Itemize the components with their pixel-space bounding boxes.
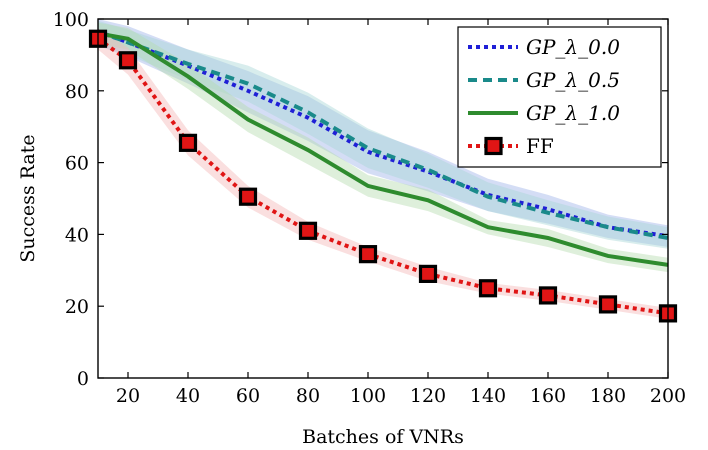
legend-marker xyxy=(484,136,503,156)
data-point xyxy=(478,279,498,298)
legend-label: GP_λ_0.0 xyxy=(526,35,620,59)
x-tick-label: 80 xyxy=(296,385,320,407)
data-point xyxy=(118,51,138,70)
x-tick-label: 140 xyxy=(470,385,506,407)
y-tick-label: 100 xyxy=(53,9,89,31)
x-axis-label: Batches of VNRs xyxy=(302,426,464,448)
legend-label: GP_λ_0.5 xyxy=(526,68,620,92)
y-tick-label: 40 xyxy=(65,224,89,246)
band-area xyxy=(98,19,668,247)
x-tick-label: 60 xyxy=(236,385,260,407)
band-area xyxy=(98,20,668,249)
data-point xyxy=(418,264,438,283)
y-tick-label: 0 xyxy=(77,368,89,390)
y-axis-label: Success Rate xyxy=(17,134,39,262)
x-tick-label: 200 xyxy=(650,385,686,407)
series-line xyxy=(97,31,669,267)
legend: GP_λ_0.0 GP_λ_0.5 GP_λ_1.0 FF xyxy=(457,26,662,168)
plot-frame xyxy=(97,18,669,379)
band-area xyxy=(98,22,668,273)
legend-label: GP_λ_1.0 xyxy=(526,101,620,125)
axis-ticks: 20 40 60 80 100 120 140 160 180 200 0 20 40 60 80 100 xyxy=(53,9,686,407)
data-point xyxy=(238,187,258,206)
x-tick-label: 40 xyxy=(176,385,200,407)
x-tick-label: 180 xyxy=(590,385,626,407)
y-tick-label: 80 xyxy=(65,81,89,103)
x-tick-label: 160 xyxy=(530,385,566,407)
y-tick-label: 20 xyxy=(65,296,89,318)
series-line xyxy=(97,29,669,239)
data-point xyxy=(598,295,618,314)
data-point xyxy=(358,245,378,264)
data-point xyxy=(298,221,318,240)
x-tick-label: 100 xyxy=(350,385,386,407)
legend-label: FF xyxy=(526,134,554,158)
data-point xyxy=(538,286,558,305)
x-tick-label: 20 xyxy=(116,385,140,407)
data-point xyxy=(178,133,198,152)
y-tick-label: 60 xyxy=(65,153,89,175)
x-tick-label: 120 xyxy=(410,385,446,407)
